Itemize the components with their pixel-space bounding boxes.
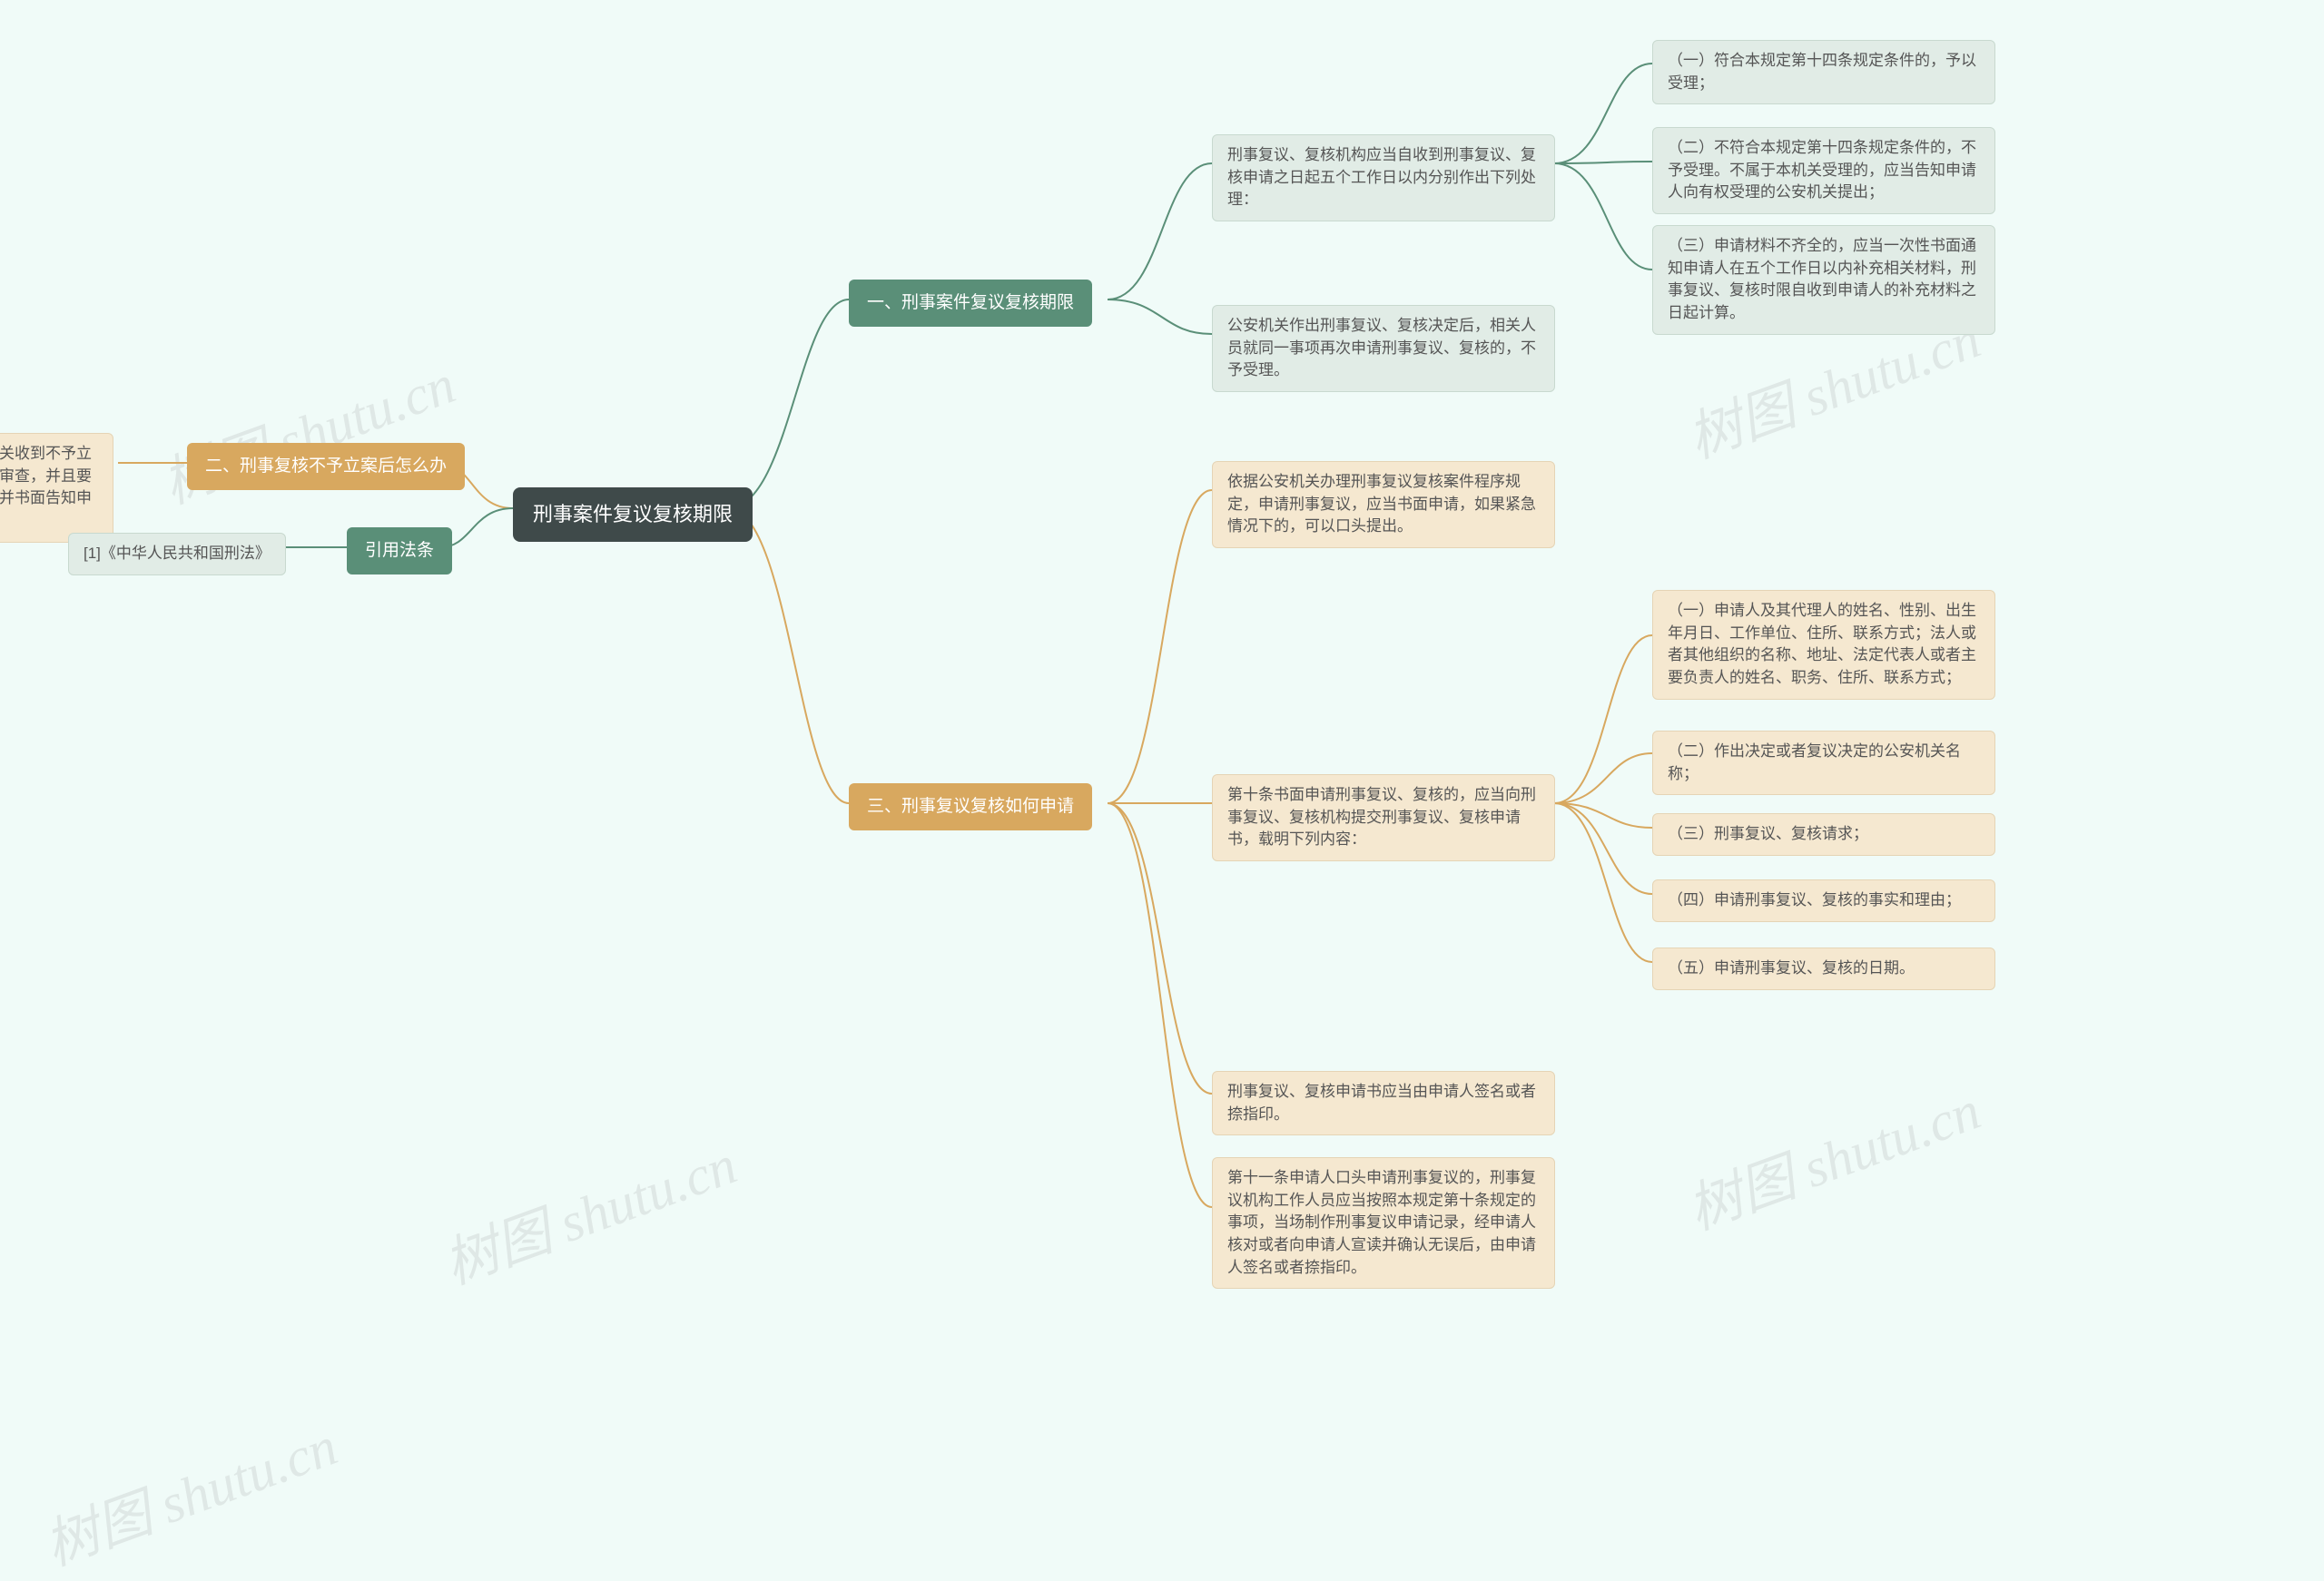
leaf-b1a3[interactable]: （三）申请材料不齐全的，应当一次性书面通知申请人在五个工作日以内补充相关材料，刑… bbox=[1652, 225, 1995, 335]
leaf-b4b5[interactable]: （五）申请刑事复议、复核的日期。 bbox=[1652, 948, 1995, 990]
branch-1[interactable]: 一、刑事案件复议复核期限 bbox=[849, 280, 1092, 327]
leaf-b4b4[interactable]: （四）申请刑事复议、复核的事实和理由； bbox=[1652, 879, 1995, 922]
branch-4[interactable]: 三、刑事复议复核如何申请 bbox=[849, 783, 1092, 830]
leaf-b1a2[interactable]: （二）不符合本规定第十四条规定条件的，不予受理。不属于本机关受理的，应当告知申请… bbox=[1652, 127, 1995, 214]
leaf-b1a[interactable]: 刑事复议、复核机构应当自收到刑事复议、复核申请之日起五个工作日以内分别作出下列处… bbox=[1212, 134, 1555, 221]
branch-2[interactable]: 二、刑事复核不予立案后怎么办 bbox=[187, 443, 465, 490]
branch-3[interactable]: 引用法条 bbox=[347, 527, 452, 574]
leaf-b1b[interactable]: 公安机关作出刑事复议、复核决定后，相关人员就同一事项再次申请刑事复议、复核的，不… bbox=[1212, 305, 1555, 392]
watermark: 树图 shutu.cn bbox=[150, 340, 464, 519]
root-node[interactable]: 刑事案件复议复核期限 bbox=[513, 487, 753, 542]
leaf-b3a[interactable]: [1]《中华人民共和国刑法》 bbox=[68, 533, 286, 575]
leaf-b4b[interactable]: 第十条书面申请刑事复议、复核的，应当向刑事复议、复核机构提交刑事复议、复核申请书… bbox=[1212, 774, 1555, 861]
leaf-b4b3[interactable]: （三）刑事复议、复核请求； bbox=[1652, 813, 1995, 856]
leaf-b1a1[interactable]: （一）符合本规定第十四条规定条件的，予以受理； bbox=[1652, 40, 1995, 104]
watermark: 树图 shutu.cn bbox=[1675, 1066, 1989, 1245]
leaf-b4c[interactable]: 刑事复议、复核申请书应当由申请人签名或者捺指印。 bbox=[1212, 1071, 1555, 1135]
watermark: 树图 shutu.cn bbox=[32, 1402, 346, 1581]
leaf-b4a[interactable]: 依据公安机关办理刑事复议复核案件程序规定，申请刑事复议，应当书面申请，如果紧急情… bbox=[1212, 461, 1555, 548]
leaf-b4d[interactable]: 第十一条申请人口头申请刑事复议的，刑事复议机构工作人员应当按照本规定第十条规定的… bbox=[1212, 1157, 1555, 1289]
leaf-b4b2[interactable]: （二）作出决定或者复议决定的公安机关名称； bbox=[1652, 731, 1995, 795]
leaf-b2a[interactable]: 依据相关法律的规定，公安机关收到不予立案刑事复核的，会对复核进行审查，并且要收到… bbox=[0, 433, 113, 543]
leaf-b4b1[interactable]: （一）申请人及其代理人的姓名、性别、出生年月日、工作单位、住所、联系方式；法人或… bbox=[1652, 590, 1995, 700]
watermark: 树图 shutu.cn bbox=[431, 1121, 745, 1300]
